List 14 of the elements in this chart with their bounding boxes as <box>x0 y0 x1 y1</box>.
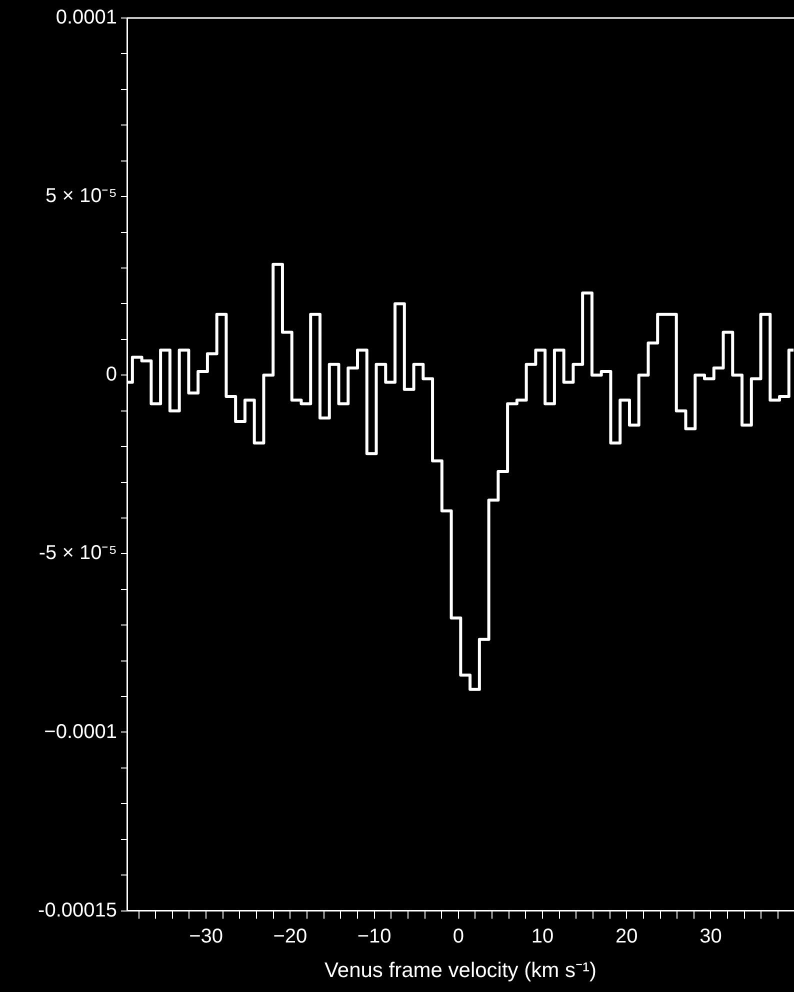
y-tick-label: -0.00015 <box>38 899 117 922</box>
y-tick-label: 0 <box>106 364 117 386</box>
y-tick-label: −0.0001 <box>44 720 117 743</box>
x-tick-label: 0 <box>452 925 464 948</box>
x-tick-label: −20 <box>273 925 308 948</box>
y-tick-label: 5 × 10⁻⁵ <box>46 185 117 208</box>
y-tick-label: -5 × 10⁻⁵ <box>38 542 117 564</box>
x-tick-label: 20 <box>615 925 638 948</box>
x-tick-label: −30 <box>189 925 224 948</box>
x-tick-label: −10 <box>357 925 392 948</box>
y-tick-label: 0.0001 <box>56 6 117 29</box>
x-axis-title: Venus frame velocity (km s⁻¹) <box>324 959 596 982</box>
x-tick-label: 10 <box>531 925 554 948</box>
x-tick-label: 30 <box>700 925 722 948</box>
